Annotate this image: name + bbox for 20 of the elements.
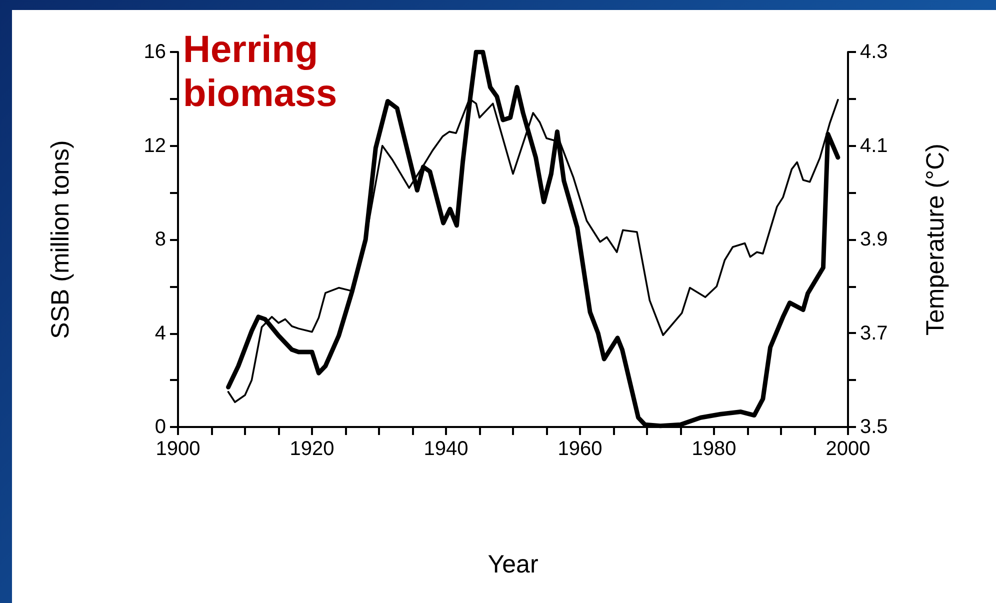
y-tick-label: 4 xyxy=(154,322,166,344)
x-tick-label: 1960 xyxy=(558,438,602,460)
y-tick-label: 0 xyxy=(154,416,166,438)
y-axis-title: SSB (million tons) xyxy=(46,140,74,339)
y-tick-label: 12 xyxy=(144,134,166,157)
y2-axis-title: Temperature (°C) xyxy=(922,144,950,336)
y2-tick-label: 3.5 xyxy=(860,416,888,438)
annotation: Herring biomass xyxy=(183,29,338,115)
y2-tick-label: 4.1 xyxy=(860,134,888,157)
y2-tick-label: 3.9 xyxy=(860,228,888,250)
x-tick-label: 1900 xyxy=(156,438,200,460)
y2-tick-label: 4.3 xyxy=(860,41,888,63)
y2-tick-label: 3.7 xyxy=(860,322,888,344)
x-axis-title: Year xyxy=(488,550,538,578)
x-tick-label: 2000 xyxy=(826,438,870,460)
y-tick-label: 8 xyxy=(154,228,166,250)
x-tick-label: 1920 xyxy=(290,438,334,460)
x-tick-label: 1980 xyxy=(692,438,736,460)
x-tick-label: 1940 xyxy=(424,438,468,460)
y-tick-label: 16 xyxy=(144,41,166,63)
